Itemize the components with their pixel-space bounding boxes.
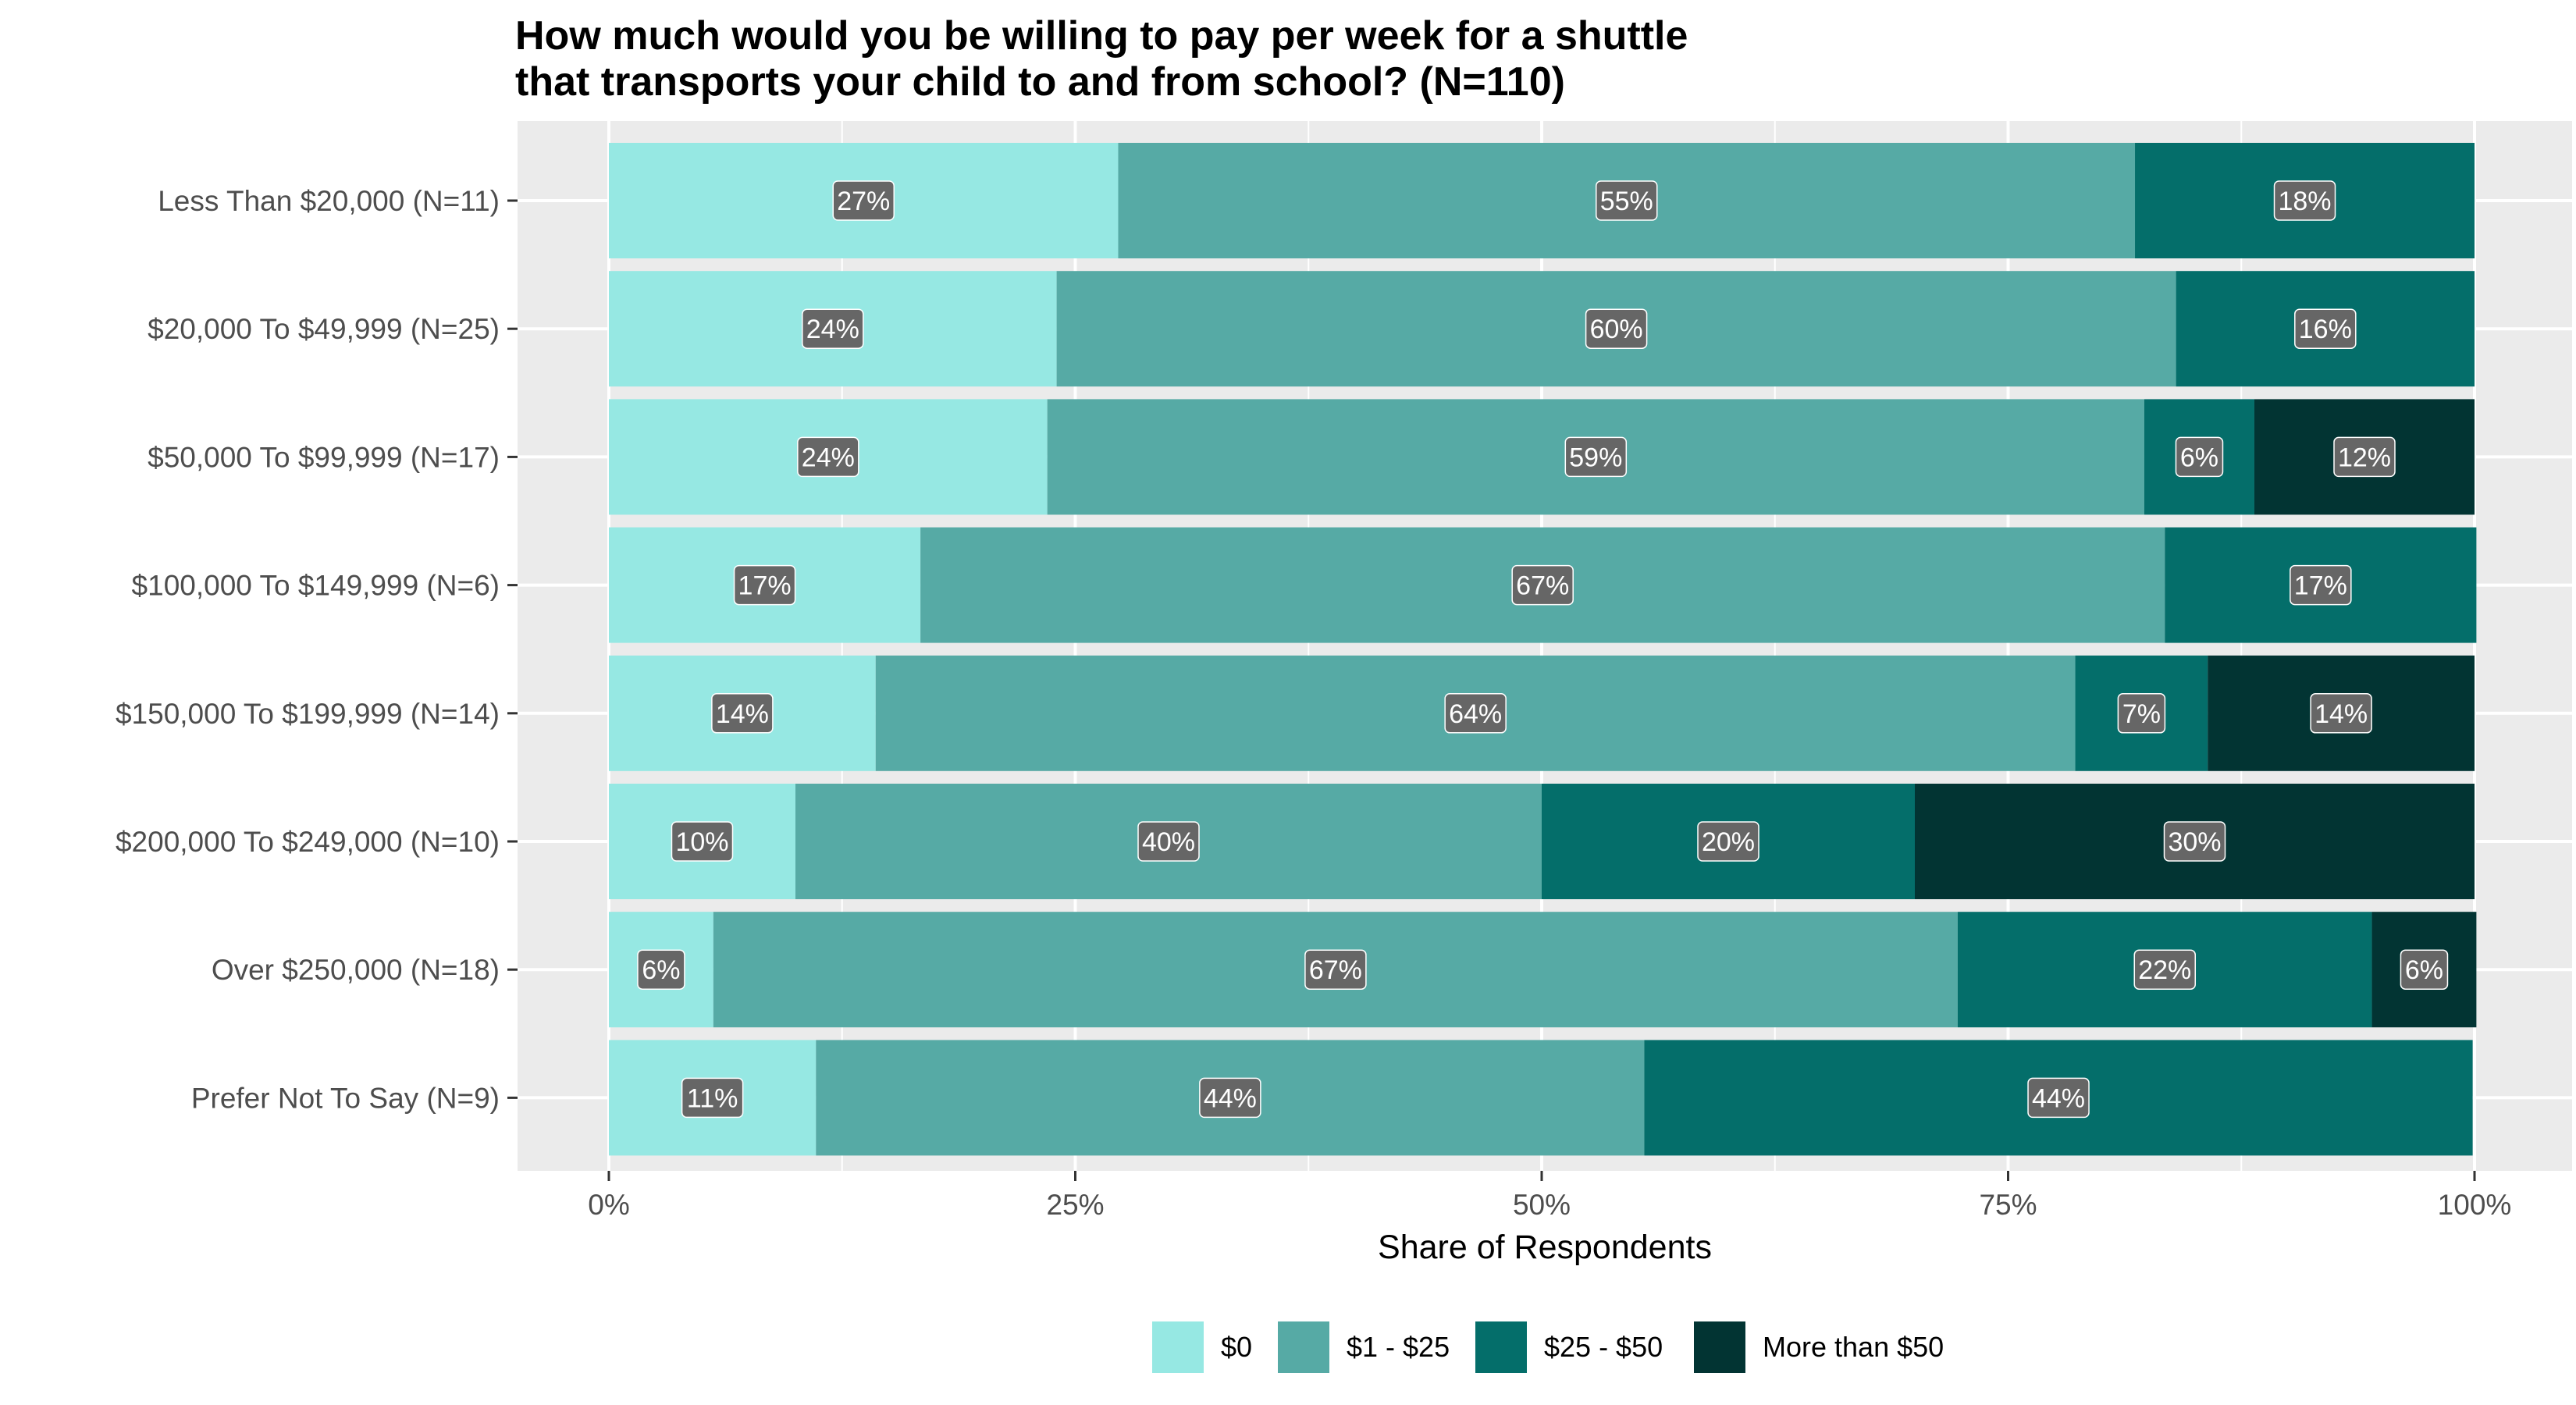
category-label: Less Than $20,000 (N=11) <box>158 185 500 217</box>
data-label-box <box>1137 821 1200 862</box>
legend-label: $1 - $25 <box>1347 1331 1450 1363</box>
data-label: 14% <box>716 699 769 729</box>
data-label-box <box>1304 949 1367 990</box>
data-label-box <box>1697 821 1759 862</box>
data-label-box <box>2273 180 2336 221</box>
data-label-box <box>637 949 685 990</box>
data-label-box <box>2333 436 2396 478</box>
data-label-box <box>2163 821 2226 862</box>
x-tick-label: 50% <box>1513 1189 1571 1221</box>
data-label: 17% <box>738 571 792 601</box>
data-label: 44% <box>2032 1083 2085 1113</box>
data-label-box <box>1199 1077 1261 1119</box>
category-label: Prefer Not To Say (N=9) <box>191 1082 500 1114</box>
data-label-box <box>1511 564 1574 606</box>
data-label-box <box>1444 693 1507 734</box>
data-label: 6% <box>2180 443 2218 472</box>
legend-label: $0 <box>1221 1331 1252 1363</box>
chart-title-line-2: that transports your child to and from s… <box>515 59 1565 105</box>
data-label: 14% <box>2314 699 2368 729</box>
data-label-box <box>1564 436 1628 478</box>
legend-label: More than $50 <box>1763 1331 1944 1363</box>
data-label-box <box>2310 693 2372 734</box>
legend-swatch <box>1152 1321 1204 1373</box>
data-label: 40% <box>1142 827 1195 857</box>
data-label-box <box>1585 308 1648 349</box>
data-label: 44% <box>1204 1083 1257 1113</box>
data-labels: 27% 55% 18% 24% 60% 16% 24% 59% 6% 12% 17% 67% 17% 14… <box>637 180 2449 1119</box>
data-label-box <box>681 1077 744 1119</box>
x-tick-label: 0% <box>588 1189 629 1221</box>
data-label: 6% <box>642 955 680 985</box>
legend-swatch <box>1278 1321 1329 1373</box>
category-label: $50,000 To $99,999 (N=17) <box>148 441 500 473</box>
data-label-box <box>2027 1077 2090 1119</box>
data-label-box <box>1595 180 1658 221</box>
x-axis: 0% 25% 50% 75% 100% <box>588 1171 2511 1221</box>
data-label: 6% <box>2405 955 2443 985</box>
data-label: 7% <box>2122 699 2161 729</box>
data-label-box <box>797 436 859 478</box>
data-label: 59% <box>1569 443 1622 472</box>
data-label: 30% <box>2168 827 2221 857</box>
data-label: 11% <box>687 1083 738 1113</box>
category-label: $150,000 To $199,999 (N=14) <box>116 698 500 730</box>
data-label-box <box>733 564 796 606</box>
data-label-box <box>802 308 864 349</box>
data-label: 64% <box>1449 699 1502 729</box>
data-label: 67% <box>1516 571 1569 601</box>
legend-swatch <box>1475 1321 1527 1373</box>
category-label: Over $250,000 (N=18) <box>212 954 500 986</box>
legend: $0 $1 - $25 $25 - $50 More than $50 <box>1152 1321 1944 1373</box>
data-label: 67% <box>1309 955 1362 985</box>
x-tick-label: 100% <box>2438 1189 2512 1221</box>
chart-title-line-1: How much would you be willing to pay per… <box>515 13 1688 59</box>
data-label: 12% <box>2338 443 2391 472</box>
data-label-box <box>2133 949 2197 990</box>
data-label: 24% <box>802 443 855 472</box>
category-label: $20,000 To $49,999 (N=25) <box>148 313 500 345</box>
data-label-box <box>671 821 734 862</box>
x-tick-label: 25% <box>1046 1189 1104 1221</box>
data-label-box <box>2400 949 2449 990</box>
data-label-box <box>2175 436 2224 478</box>
data-label: 55% <box>1600 187 1653 216</box>
data-label: 17% <box>2294 571 2347 601</box>
data-label-box <box>832 180 895 221</box>
category-label: $100,000 To $149,999 (N=6) <box>132 570 500 602</box>
data-label: 16% <box>2299 315 2352 344</box>
legend-swatch <box>1694 1321 1745 1373</box>
data-label-box <box>2290 564 2352 606</box>
y-axis: Less Than $20,000 (N=11) $20,000 To $49,9… <box>116 185 518 1114</box>
category-label: $200,000 To $249,000 (N=10) <box>116 826 500 858</box>
data-label-box <box>711 693 774 734</box>
data-label: 24% <box>806 315 859 344</box>
data-label: 10% <box>675 827 728 857</box>
legend-label: $25 - $50 <box>1544 1331 1663 1363</box>
data-label: 22% <box>2138 955 2191 985</box>
x-tick-label: 75% <box>1979 1189 2037 1221</box>
data-label-box <box>2117 693 2166 734</box>
data-label: 18% <box>2278 187 2331 216</box>
data-label-box <box>2294 308 2357 349</box>
data-label: 20% <box>1702 827 1755 857</box>
x-axis-title: Share of Respondents <box>1378 1229 1712 1266</box>
data-label: 27% <box>837 187 890 216</box>
data-label: 60% <box>1590 315 1643 344</box>
